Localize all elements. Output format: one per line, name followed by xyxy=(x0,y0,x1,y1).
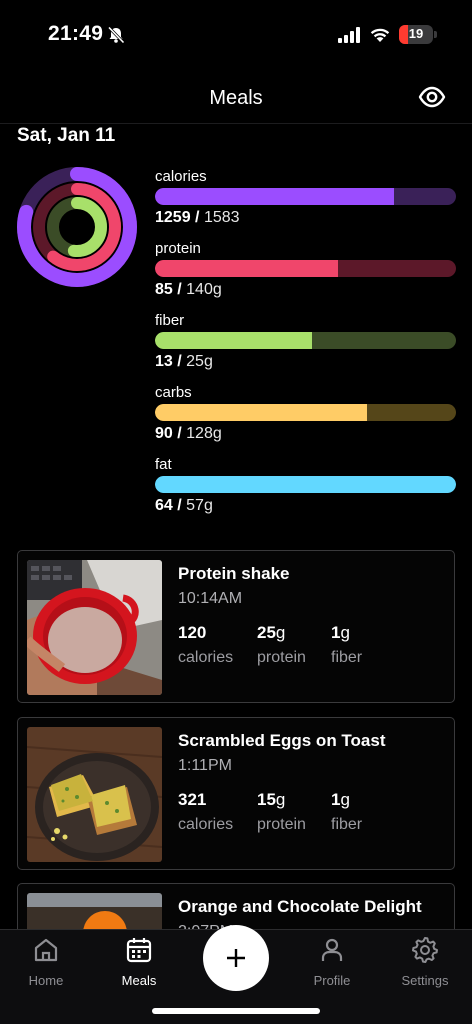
nav-profile[interactable]: Profile xyxy=(292,936,372,988)
meal-photo xyxy=(27,727,162,862)
ring-progress-fiber xyxy=(47,197,107,257)
meal-protein: 15g protein xyxy=(257,790,306,833)
nav-meals[interactable]: Meals xyxy=(99,936,179,988)
nav-meals-label: Meals xyxy=(121,973,157,988)
meal-name: Orange and Chocolate Delight xyxy=(178,897,422,916)
home-icon xyxy=(34,938,58,962)
date-heading: Sat, Jan 11 xyxy=(17,125,116,146)
progress-fill xyxy=(155,476,456,493)
nutrient-summary: calories 1259 / 1583 protein 85 / 140g f… xyxy=(155,168,456,528)
page-title: Meals xyxy=(209,87,263,109)
battery-indicator: 19 xyxy=(399,25,437,44)
calendar-icon xyxy=(126,938,152,963)
app-header: Meals xyxy=(0,70,472,124)
ring-progress-protein xyxy=(33,183,121,271)
battery-percent: 19 xyxy=(408,26,424,41)
nutrient-carbs: carbs 90 / 128g xyxy=(155,384,456,456)
meal-time: 1:11PM xyxy=(178,757,232,774)
progress-fill xyxy=(155,188,395,205)
meal-fiber: 1g fiber xyxy=(331,790,363,833)
person-icon xyxy=(321,938,343,961)
meal-calories: 321 calories xyxy=(178,790,234,833)
nutrient-label: fiber xyxy=(155,312,185,329)
gear-icon xyxy=(412,937,438,963)
home-indicator xyxy=(152,1008,320,1014)
status-time: 21:49 xyxy=(48,22,104,45)
nutrient-label: fat xyxy=(155,456,172,473)
nav-settings-label: Settings xyxy=(401,973,449,988)
nutrient-label: calories xyxy=(155,168,207,185)
bell-muted-icon xyxy=(107,26,125,44)
nutrient-calories: calories 1259 / 1583 xyxy=(155,168,456,240)
nutrient-fiber: fiber 13 / 25g xyxy=(155,312,456,384)
progress-fill xyxy=(155,404,367,421)
nutrient-value: 85 / 140g xyxy=(155,281,222,298)
nav-settings[interactable]: Settings xyxy=(385,936,465,988)
plus-icon xyxy=(227,949,245,967)
add-meal-button[interactable] xyxy=(203,925,269,991)
nutrient-value: 90 / 128g xyxy=(155,425,222,442)
nutrient-fat: fat 64 / 57g xyxy=(155,456,456,528)
nutrient-value: 64 / 57g xyxy=(155,497,213,514)
progress-track xyxy=(155,188,456,205)
nutrient-protein: protein 85 / 140g xyxy=(155,240,456,312)
progress-track xyxy=(155,260,456,277)
meal-fiber: 1g fiber xyxy=(331,623,363,666)
ring-progress-calories xyxy=(17,167,137,287)
nutrient-value: 1259 / 1583 xyxy=(155,209,240,226)
nutrient-rings-chart xyxy=(17,167,137,287)
meal-protein: 25g protein xyxy=(257,623,306,666)
meal-card[interactable]: Protein shake 10:14AM 120 calories 25g p… xyxy=(17,550,455,703)
cellular-signal-icon xyxy=(338,27,360,43)
meal-name: Scrambled Eggs on Toast xyxy=(178,731,386,750)
progress-track xyxy=(155,476,456,493)
nutrient-value: 13 / 25g xyxy=(155,353,213,370)
eye-icon[interactable] xyxy=(418,85,446,109)
meal-time: 10:14AM xyxy=(178,590,243,607)
status-bar: 21:49 19 xyxy=(0,0,472,70)
nav-profile-label: Profile xyxy=(313,973,351,988)
nutrient-label: protein xyxy=(155,240,201,257)
progress-track xyxy=(155,404,456,421)
progress-fill xyxy=(155,260,338,277)
meal-calories: 120 calories xyxy=(178,623,234,666)
wifi-icon xyxy=(370,28,390,42)
meal-card[interactable]: Scrambled Eggs on Toast 1:11PM 321 calor… xyxy=(17,717,455,870)
progress-track xyxy=(155,332,456,349)
meal-photo xyxy=(27,560,162,695)
nutrient-label: carbs xyxy=(155,384,192,401)
nav-home[interactable]: Home xyxy=(6,936,86,988)
meal-name: Protein shake xyxy=(178,564,290,583)
nav-home-label: Home xyxy=(28,973,64,988)
progress-fill xyxy=(155,332,312,349)
